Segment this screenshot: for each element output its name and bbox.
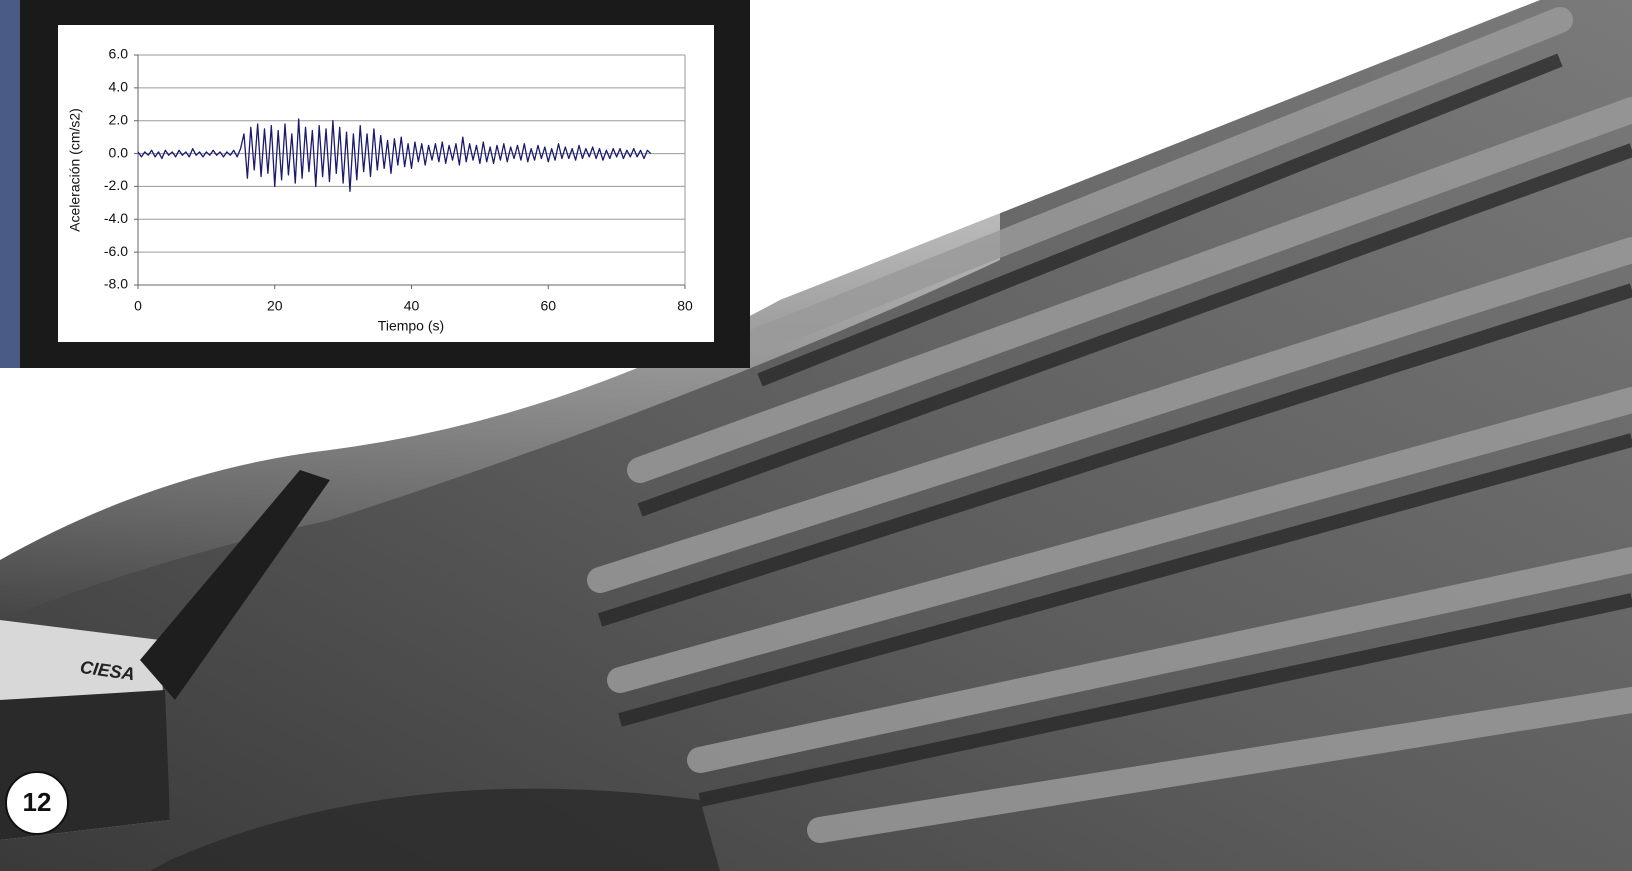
y-tick-label: -8.0	[104, 276, 128, 292]
y-tick-label: 2.0	[109, 111, 129, 127]
y-tick-label: -4.0	[104, 210, 128, 226]
series-line	[137, 118, 652, 193]
y-tick-label: -6.0	[104, 243, 128, 259]
x-tick-label: 40	[404, 298, 420, 314]
chart-area	[58, 25, 714, 342]
x-tick-label: 60	[540, 298, 556, 314]
y-tick-label: 0.0	[109, 144, 129, 160]
x-tick-label: 80	[677, 298, 693, 314]
side-band	[0, 0, 20, 368]
x-tick-label: 0	[134, 298, 142, 314]
y-tick-label: 4.0	[109, 79, 129, 95]
y-tick-label: 6.0	[109, 46, 129, 62]
page-number: 12	[23, 787, 52, 817]
y-axis-title: Aceleración (cm/s2)	[67, 108, 83, 232]
y-tick-label: -2.0	[104, 177, 128, 193]
page-number-badge	[5, 771, 69, 835]
x-axis-title: Tiempo (s)	[378, 318, 444, 334]
chart: Tiempo (s) Aceleración (cm/s2) 6.0 4.0 2.0…	[67, 46, 693, 334]
x-tick-label: 20	[267, 298, 283, 314]
